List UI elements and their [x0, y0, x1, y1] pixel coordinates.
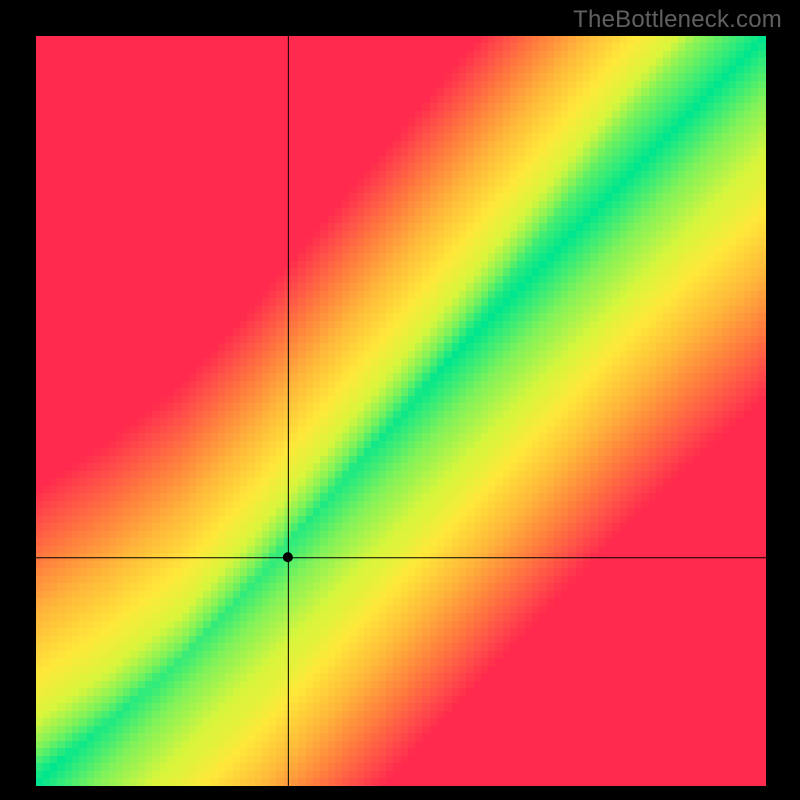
bottleneck-heatmap — [36, 36, 766, 786]
chart-container: { "watermark": { "text": "TheBottleneck.… — [0, 0, 800, 800]
watermark-text: TheBottleneck.com — [573, 6, 782, 34]
